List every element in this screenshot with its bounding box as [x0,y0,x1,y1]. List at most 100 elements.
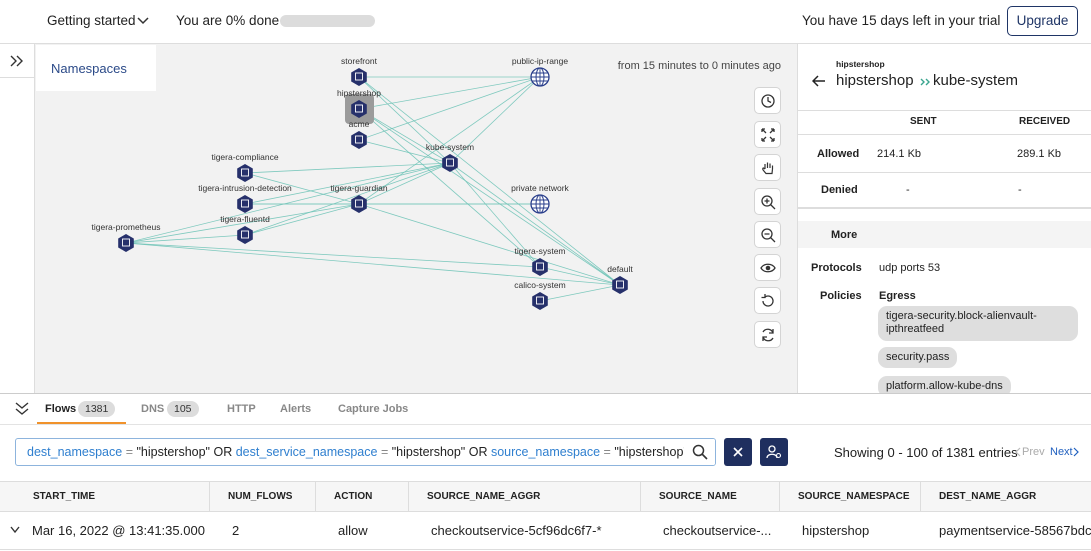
node-icon [355,135,363,144]
edge [358,76,541,141]
prev-link[interactable]: Prev [1022,446,1045,458]
namespace-node[interactable] [442,154,458,172]
edge [125,242,541,268]
control-button[interactable] [754,221,781,248]
divider [0,393,1091,394]
active-tab-underline [37,422,126,424]
edge [449,162,541,268]
node-label: kube-system [426,142,474,152]
query-box[interactable]: dest_namespace = "hipstershop" OR dest_s… [15,438,716,466]
node-icon [355,72,363,81]
progress-bar [280,15,375,27]
control-icon [760,263,776,273]
edge [358,76,621,286]
node-label: tigera-compliance [211,152,278,162]
control-button[interactable] [754,287,781,314]
clear-icon [733,447,743,457]
namespace-node[interactable] [532,292,548,310]
edge [358,76,451,164]
edge [449,76,541,164]
query-connector: OR [213,445,233,459]
column-header: START_TIME [0,481,210,512]
edge [358,108,541,268]
edge [244,172,360,205]
chevron-down[interactable] [137,16,149,26]
edge [244,203,360,236]
back-arrow[interactable] [812,75,826,87]
node-icon [241,168,249,177]
namespace-node[interactable] [118,234,134,252]
edge [539,266,621,286]
table-header [0,481,1091,512]
user-filter-button[interactable] [760,438,788,466]
edge [358,76,541,110]
tab-label[interactable]: Capture Jobs [338,403,409,415]
table-cell: 2 [232,523,240,538]
globe-line [531,195,549,213]
control-button[interactable] [754,188,781,215]
edge [125,203,360,244]
node-label: tigera-fluentd [220,214,270,224]
node-label: default [607,264,633,274]
row-label: Allowed [817,148,860,160]
column-header: RECEIVED [1019,116,1071,127]
row-label: Denied [821,184,858,196]
node-label: tigera-guardian [330,183,387,193]
namespace-node[interactable] [351,195,367,213]
table-cell: Mar 16, 2022 @ 13:41:35.000 [32,523,205,538]
details-source: hipstershop [836,72,914,89]
next-link[interactable]: Next [1050,446,1073,458]
collapse-icon[interactable] [15,402,29,416]
edge [125,162,451,244]
progress-text: You are 0% done [176,13,280,28]
namespace-node[interactable] [237,195,253,213]
node-icon [355,104,363,113]
node-icon [355,199,363,208]
column-header: NUM_FLOWS [210,481,316,512]
node-icon [446,158,454,167]
row-expand[interactable] [10,526,20,534]
policy-direction: Egress [879,290,916,302]
edge [125,234,246,244]
namespace-node[interactable] [237,226,253,244]
edge [244,162,451,174]
node-label: storefront [341,56,378,66]
flow-arrow [920,78,930,86]
edge [358,162,451,205]
edge [449,162,621,286]
tab-label[interactable]: Flows [45,403,77,415]
getting-started[interactable]: Getting started [47,13,136,28]
tab-label[interactable]: Alerts [280,403,312,415]
edge [244,162,451,205]
query-value: "hipstershop" [391,445,466,459]
clear-button[interactable] [724,438,752,466]
namespace-node[interactable] [237,164,253,182]
namespace-node[interactable] [351,131,367,149]
control-button[interactable] [754,154,781,181]
namespace-node[interactable] [532,258,548,276]
node-label: hipstershop [337,88,381,98]
tab-label[interactable]: HTTP [227,403,256,415]
tab-label[interactable]: DNS [141,403,165,415]
edge [358,203,621,286]
control-button[interactable] [754,321,781,348]
query-text: dest_namespace = "hipstershop" OR dest_s… [27,445,687,459]
control-button[interactable] [754,121,781,148]
namespace-node[interactable] [612,276,628,294]
protocols-label: Protocols [811,262,862,274]
control-button[interactable] [754,254,781,281]
edge [358,76,541,205]
policy-chip: security.pass [878,347,958,368]
search-icon[interactable] [692,444,708,460]
node-label: tigera-prometheus [92,222,161,232]
control-button[interactable] [754,87,781,114]
divider [798,110,1091,111]
namespace-node[interactable] [351,100,367,118]
namespace-node[interactable] [351,68,367,86]
expand-button[interactable] [0,44,35,78]
query-field: dest_service_namespace [235,445,378,459]
upgrade-button[interactable]: Upgrade [1007,6,1078,36]
edge [358,108,621,286]
query-value: "hipstershop" [614,445,687,459]
table-cell: allow [338,523,368,538]
